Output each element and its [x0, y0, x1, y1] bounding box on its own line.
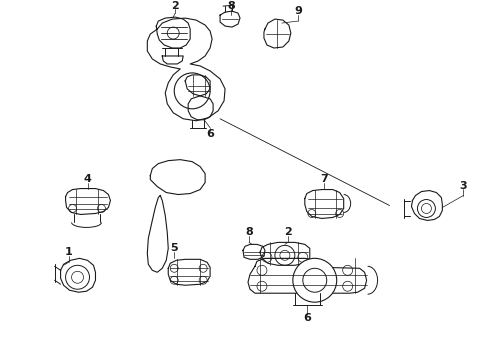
Text: 4: 4	[84, 174, 92, 184]
Text: 5: 5	[171, 243, 178, 253]
Text: 9: 9	[294, 6, 302, 16]
Text: 2: 2	[172, 1, 179, 11]
Polygon shape	[248, 258, 367, 293]
Text: 8: 8	[245, 228, 253, 237]
Text: 8: 8	[227, 1, 235, 11]
Text: 7: 7	[320, 174, 328, 184]
Text: 2: 2	[284, 228, 292, 237]
Text: 6: 6	[303, 313, 311, 323]
Circle shape	[293, 258, 337, 302]
Text: 3: 3	[460, 181, 467, 190]
Text: 1: 1	[65, 247, 73, 257]
Text: 6: 6	[206, 129, 214, 139]
